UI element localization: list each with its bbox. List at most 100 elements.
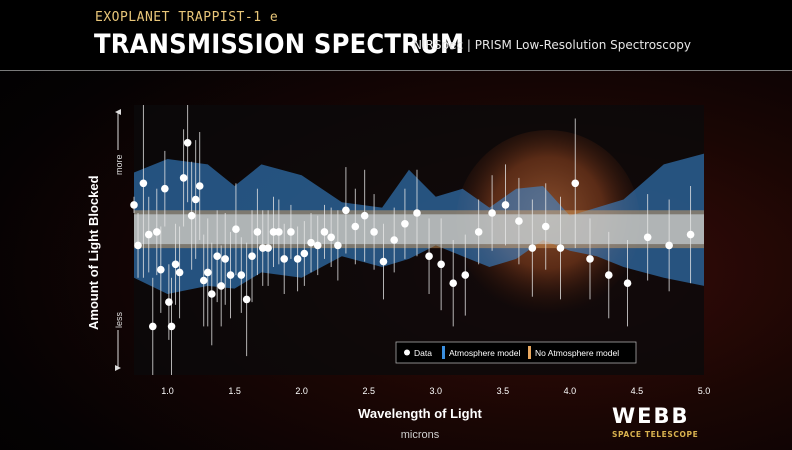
x-tick-label: 3.0 [430, 386, 443, 396]
data-point [413, 209, 421, 217]
data-point [226, 271, 235, 279]
data-point [213, 252, 221, 260]
data-point [515, 217, 523, 225]
data-point [130, 201, 138, 209]
data-point [203, 268, 212, 277]
data-point [461, 271, 470, 279]
data-point [390, 236, 398, 244]
webb-logo: WEBB [612, 404, 690, 428]
page-title: TRANSMISSION SPECTRUM [94, 29, 465, 60]
model-overlap-band [134, 214, 704, 245]
x-tick-label: 1.5 [228, 386, 241, 396]
data-point [351, 222, 360, 231]
legend-atmosphere-swatch [442, 346, 445, 359]
data-point [320, 228, 329, 236]
header-bar: EXOPLANET TRAPPIST-1 e TRANSMISSION SPEC… [0, 0, 792, 70]
data-point [148, 322, 157, 331]
y-axis-bottom-label: less [114, 311, 124, 328]
data-point [541, 222, 550, 231]
data-point [139, 179, 148, 188]
data-point [171, 260, 180, 269]
data-point [157, 265, 165, 274]
data-point [327, 233, 335, 242]
data-point [360, 211, 369, 220]
data-point [258, 244, 267, 252]
legend-no-atmosphere-label: No Atmosphere model [535, 348, 619, 358]
header-divider [0, 70, 792, 71]
data-point [161, 184, 169, 193]
data-point [221, 255, 229, 263]
data-point [379, 257, 388, 266]
x-tick-label: 4.0 [564, 386, 577, 396]
data-point [167, 322, 176, 331]
data-point [586, 255, 594, 263]
x-tick-label: 2.5 [362, 386, 375, 396]
legend-atmosphere-label: Atmosphere model [449, 348, 520, 358]
data-point [195, 182, 204, 190]
data-point [449, 279, 458, 288]
data-point [217, 282, 225, 290]
data-point [370, 228, 378, 236]
data-point [253, 228, 262, 236]
data-point [686, 230, 695, 239]
x-tick-label: 1.0 [161, 386, 174, 396]
data-point [134, 241, 142, 250]
y-axis-label: Amount of Light Blocked [86, 175, 101, 330]
data-point [207, 290, 216, 298]
data-point [437, 260, 445, 269]
data-point [275, 228, 283, 236]
data-point [191, 195, 200, 204]
x-tick-label: 3.5 [497, 386, 510, 396]
data-point [183, 139, 192, 147]
data-point [144, 230, 153, 239]
data-point [665, 241, 673, 250]
x-tick-label: 2.0 [295, 386, 308, 396]
data-point [293, 255, 302, 263]
data-point [237, 271, 246, 279]
legend-data-label: Data [414, 348, 432, 358]
webb-logo-subtext: SPACE TELESCOPE [612, 430, 699, 439]
data-point [287, 228, 295, 236]
data-point [269, 228, 278, 236]
y-axis: more less Amount of Light Blocked [86, 109, 124, 371]
data-point [264, 244, 272, 252]
data-point [175, 268, 184, 277]
data-point [248, 252, 256, 260]
x-tick-label: 5.0 [698, 386, 711, 396]
data-point [488, 209, 496, 217]
y-axis-top-label: more [114, 154, 124, 175]
x-axis-label: Wavelength of Light [358, 406, 482, 421]
data-point [342, 206, 350, 215]
x-tick-label: 4.5 [631, 386, 644, 396]
data-point [623, 279, 632, 288]
data-point [643, 233, 652, 242]
data-point [425, 252, 433, 260]
instrument-subtitle: NIRSpec | PRISM Low-Resolution Spectrosc… [413, 38, 691, 52]
x-axis-units: microns [401, 429, 440, 441]
data-point [199, 276, 208, 285]
data-point [313, 241, 322, 250]
legend-no-atmosphere-swatch [528, 346, 531, 359]
planet-name: EXOPLANET TRAPPIST-1 e [95, 10, 279, 25]
data-point [474, 228, 483, 236]
data-point [571, 179, 580, 188]
legend: Data Atmosphere model No Atmosphere mode… [395, 341, 637, 364]
data-point [280, 255, 289, 263]
data-point [187, 211, 196, 220]
data-point [556, 244, 565, 252]
data-point [179, 174, 188, 182]
data-point [307, 238, 315, 247]
legend-box [395, 341, 637, 364]
data-point [232, 225, 240, 233]
data-point [501, 201, 510, 209]
legend-data-marker [404, 349, 410, 356]
data-point [165, 298, 173, 306]
data-point [334, 241, 342, 250]
data-point [300, 249, 309, 258]
data-point [604, 271, 613, 279]
data-point [153, 228, 161, 236]
data-point [242, 295, 251, 304]
data-point [401, 220, 409, 228]
